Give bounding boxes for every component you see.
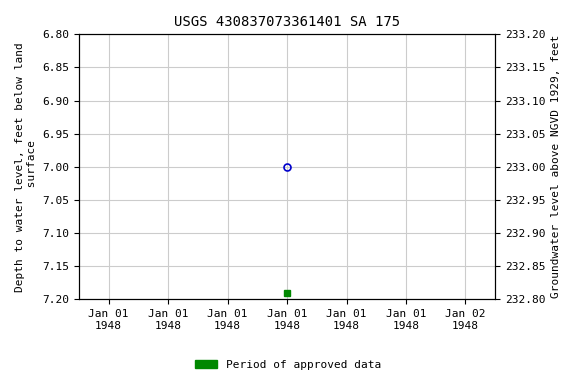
Y-axis label: Groundwater level above NGVD 1929, feet: Groundwater level above NGVD 1929, feet <box>551 35 561 298</box>
Legend: Period of approved data: Period of approved data <box>191 356 385 375</box>
Title: USGS 430837073361401 SA 175: USGS 430837073361401 SA 175 <box>174 15 400 29</box>
Y-axis label: Depth to water level, feet below land
 surface: Depth to water level, feet below land su… <box>15 42 37 292</box>
